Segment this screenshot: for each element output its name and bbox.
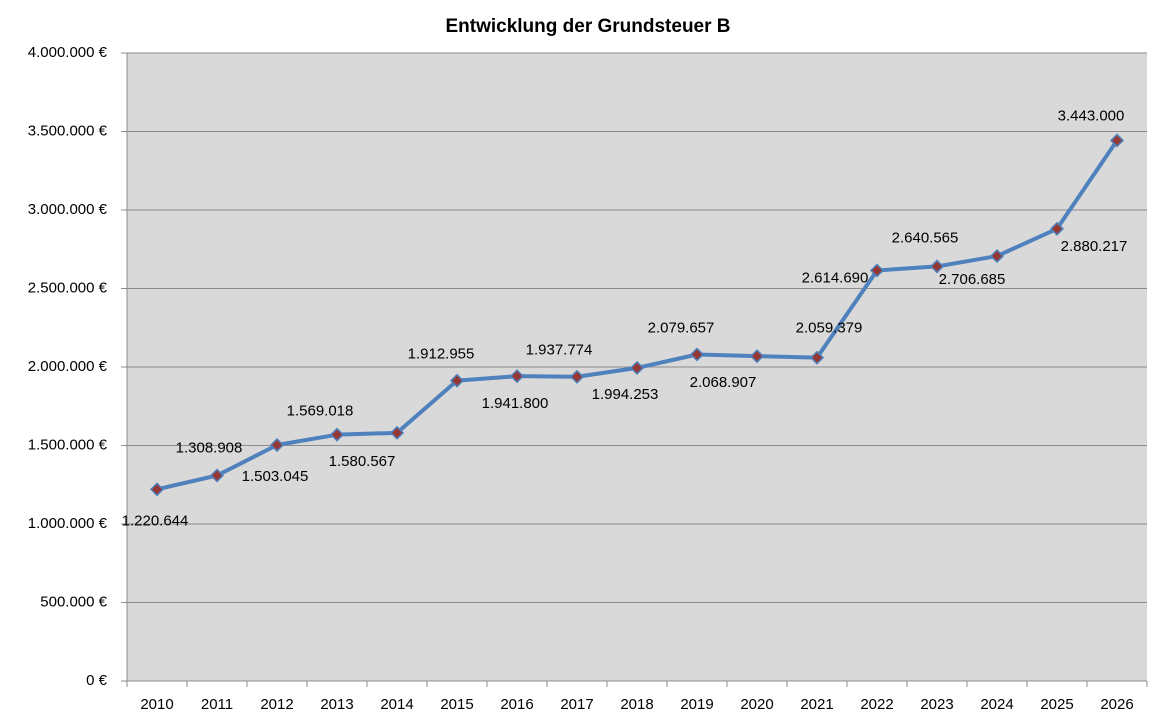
marker <box>869 263 885 278</box>
y-tick-label: 1.000.000 € <box>28 515 108 532</box>
x-tick-label: 2018 <box>620 696 653 713</box>
marker <box>329 427 345 442</box>
data-label: 3.443.000 <box>1058 107 1125 124</box>
marker <box>1109 133 1125 148</box>
x-tick-label: 2026 <box>1100 696 1133 713</box>
data-label: 1.308.908 <box>176 439 243 456</box>
y-tick-label: 2.500.000 € <box>28 279 108 296</box>
x-tick-label: 2015 <box>440 696 473 713</box>
x-tick-label: 2017 <box>560 696 593 713</box>
x-tick-label: 2013 <box>320 696 353 713</box>
x-tick-label: 2019 <box>680 696 713 713</box>
data-label: 1.220.644 <box>122 512 189 529</box>
marker <box>749 349 765 364</box>
chart-title: Entwicklung der Grundsteuer B <box>445 16 730 37</box>
x-tick-label: 2016 <box>500 696 533 713</box>
data-label: 2.614.690 <box>802 269 869 286</box>
marker <box>389 425 405 440</box>
x-tick-label: 2024 <box>980 696 1013 713</box>
data-label: 2.079.657 <box>648 319 715 336</box>
x-tick-label: 2023 <box>920 696 953 713</box>
data-label: 1.503.045 <box>242 468 309 485</box>
marker <box>209 468 225 483</box>
x-tick-label: 2011 <box>201 696 233 713</box>
data-label: 1.912.955 <box>408 346 475 363</box>
marker <box>989 248 1005 264</box>
marker <box>809 350 825 365</box>
data-label: 1.580.567 <box>329 453 396 470</box>
marker <box>689 347 705 362</box>
marker <box>449 373 465 388</box>
x-tick-label: 2012 <box>260 696 293 713</box>
data-label: 1.994.253 <box>592 386 659 403</box>
y-tick-label: 500.000 € <box>40 593 107 610</box>
y-tick-label: 2.000.000 € <box>28 358 108 375</box>
y-tick-label: 3.500.000 € <box>28 122 108 139</box>
x-tick-label: 2020 <box>740 696 773 713</box>
x-tick-label: 2021 <box>800 696 833 713</box>
x-tick-label: 2022 <box>860 696 893 713</box>
data-label: 2.706.685 <box>939 271 1006 288</box>
data-label: 2.640.565 <box>892 229 959 246</box>
marker <box>269 437 285 453</box>
x-tick-label: 2014 <box>380 696 413 713</box>
data-label: 1.941.800 <box>482 395 549 412</box>
x-tick-label: 2010 <box>140 696 173 713</box>
marker <box>149 482 165 497</box>
marker <box>569 369 585 384</box>
data-label: 2.059.379 <box>796 320 863 337</box>
data-label: 2.068.907 <box>690 374 757 391</box>
y-tick-label: 0 € <box>86 672 108 689</box>
data-label: 1.569.018 <box>287 403 354 420</box>
y-tick-label: 4.000.000 € <box>28 44 108 61</box>
data-label: 2.880.217 <box>1061 238 1128 255</box>
marker <box>929 259 945 274</box>
marker <box>629 360 645 375</box>
y-tick-label: 3.000.000 € <box>28 201 108 218</box>
x-tick-label: 2025 <box>1040 696 1073 713</box>
y-tick-label: 1.500.000 € <box>28 436 108 453</box>
marker <box>509 369 525 384</box>
marker <box>1049 221 1065 236</box>
data-label: 1.937.774 <box>526 342 593 359</box>
